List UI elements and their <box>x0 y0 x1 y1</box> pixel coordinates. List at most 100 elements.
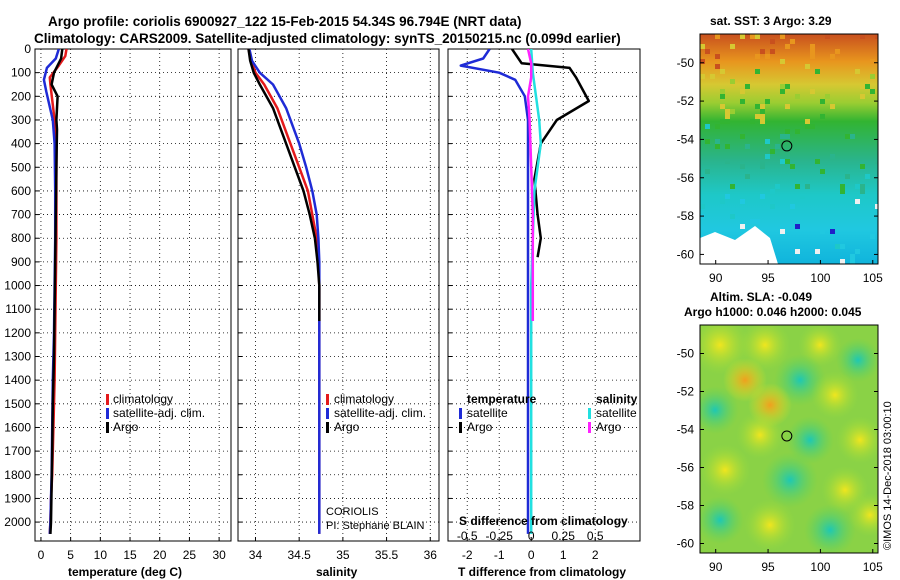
sst-pixel <box>765 99 770 104</box>
sst-pixel <box>755 54 760 59</box>
sst-pixel <box>730 109 735 114</box>
sst-pixel <box>770 149 775 154</box>
legend-swatch-t-satellite <box>459 408 462 419</box>
sst-pixel <box>775 144 780 149</box>
sst-pixel <box>740 89 745 94</box>
depth-tick-label: 900 <box>11 255 31 269</box>
temperature-xlabel: temperature (deg C) <box>68 565 182 579</box>
map-lat-label: -50 <box>677 347 695 361</box>
sst-pixel <box>845 134 850 139</box>
imos-watermark: ©IMOS 14-Dec-2018 03:00:10 <box>882 401 894 550</box>
sst-pixel <box>730 184 735 189</box>
sst-pixel <box>865 194 870 199</box>
sst-pixel <box>870 89 875 94</box>
sst-pixel <box>840 189 845 194</box>
sla-anomaly-blob <box>848 493 878 537</box>
map-lon-label: 100 <box>810 560 830 574</box>
sla-anomaly-blob <box>836 416 878 464</box>
sst-pixel <box>725 114 730 119</box>
sla-anomaly-blob <box>786 416 834 464</box>
temperature-xtick-label: 5 <box>67 548 74 562</box>
sst-pixel <box>805 124 810 129</box>
map-lat-label: -60 <box>677 537 695 551</box>
salinity-panel-frame <box>237 48 440 542</box>
difference-xtick-label: -2 <box>462 548 473 562</box>
sst-pixel <box>700 59 705 64</box>
sst-pixel <box>800 194 805 199</box>
sst-pixel <box>760 104 765 109</box>
legend-t-argo: Argo <box>467 420 493 434</box>
sst-pixel <box>810 89 815 94</box>
sst-pixel <box>765 54 770 59</box>
map-lon-label: 90 <box>709 560 723 574</box>
depth-tick-label: 100 <box>11 66 31 80</box>
depth-tick-label: 1700 <box>4 444 31 458</box>
depth-tick-label: 1100 <box>5 302 31 316</box>
sst-pixel <box>750 34 755 39</box>
sst-pixel <box>725 109 730 114</box>
sst-pixel <box>700 44 705 49</box>
sst-pixel <box>725 119 730 124</box>
depth-tick-label: 1900 <box>4 491 31 505</box>
sst-pixel <box>760 109 765 114</box>
sst-title: sat. SST: 3 Argo: 3.29 <box>710 14 832 28</box>
sst-nodata <box>700 226 778 264</box>
legend-climatology: climatology <box>334 392 394 406</box>
temperature-panel: 0100200300400500600700800900100011001200… <box>4 42 232 579</box>
sst-pixel <box>855 69 860 74</box>
sst-pixel <box>755 34 760 39</box>
temperature-xtick-label: 0 <box>38 548 45 562</box>
sst-pixel <box>860 184 865 189</box>
sst-pixel <box>775 184 780 189</box>
sst-pixel <box>780 89 785 94</box>
map-lon-label: 105 <box>863 560 883 574</box>
sst-pixel <box>785 84 790 89</box>
sst-pixel <box>705 139 710 144</box>
pi-annotation: PI: Stephane BLAIN <box>326 520 425 532</box>
sst-pixel <box>815 249 820 254</box>
sst-pixel <box>745 144 750 149</box>
sst-pixel <box>700 74 705 79</box>
sst-pixel <box>765 139 770 144</box>
depth-tick-label: 1800 <box>4 468 31 482</box>
legend-swatch-climatology <box>326 394 329 405</box>
sst-pixel <box>870 234 875 239</box>
map-lon-label: 90 <box>709 271 723 285</box>
sst-pixel <box>875 34 878 39</box>
sst-pixel <box>720 89 725 94</box>
sst-pixel <box>720 199 725 204</box>
sst-pixel <box>770 189 775 194</box>
difference-panel: -2 -1 0 1 2 S difference from climatology -0… <box>447 48 641 579</box>
difference-xtick-label: 1 <box>560 548 567 562</box>
sla-anomaly-blob <box>762 452 818 508</box>
sst-map-panel: sat. SST: 3 Argo: 3.29 -50 -52 -54 -56 -58 -6… <box>677 14 883 285</box>
salinity-xtick-label: 34.5 <box>287 548 311 562</box>
difference-xtick-label: 2 <box>592 548 599 562</box>
sst-pixel <box>715 64 720 69</box>
sst-pixel <box>755 219 760 224</box>
legend-swatch-s-argo <box>588 422 591 433</box>
sst-pixel <box>760 164 765 169</box>
sst-pixel <box>840 244 845 249</box>
depth-tick-label: 200 <box>11 89 31 103</box>
salinity-series-satellite-adj-clim- <box>248 49 321 534</box>
temperature-legend: climatology satellite-adj. clim. Argo <box>106 392 205 434</box>
sla-anomaly-blob <box>700 386 739 434</box>
map-lat-label: -50 <box>677 56 695 70</box>
sst-pixel <box>840 184 845 189</box>
sst-pixel <box>805 184 810 189</box>
map-lat-label: -54 <box>677 132 695 146</box>
sst-pixel <box>730 79 735 84</box>
s-difference-tick-label: -0.25 <box>486 529 514 543</box>
depth-tick-label: 1500 <box>4 397 31 411</box>
legend-argo: Argo <box>334 420 360 434</box>
sst-pixel <box>830 54 835 59</box>
sst-pixel <box>725 194 730 199</box>
salinity-xtick-label: 35 <box>336 548 350 562</box>
s-difference-label: S difference from climatology <box>459 514 628 528</box>
sst-pixel <box>770 49 775 54</box>
legend-swatch-t-argo <box>459 422 462 433</box>
sst-pixel <box>780 229 785 234</box>
sst-pixel <box>780 134 785 139</box>
temperature-xtick-label: 20 <box>153 548 167 562</box>
